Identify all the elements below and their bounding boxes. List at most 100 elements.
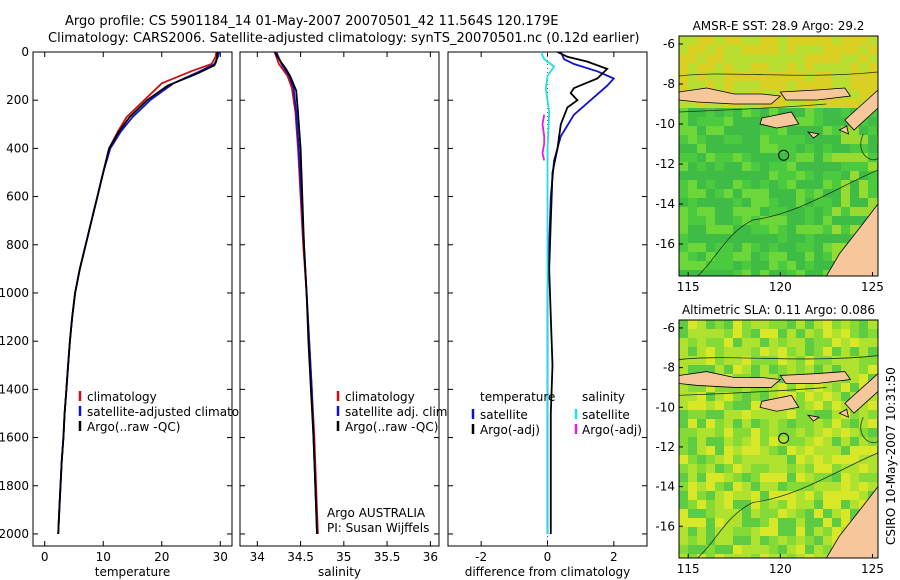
map-cell (769, 189, 778, 198)
map-cell (814, 455, 823, 464)
map-cell (706, 270, 715, 276)
map-cell (859, 36, 868, 45)
map-cell (769, 180, 778, 189)
map-cell (814, 491, 823, 500)
map-cell (688, 243, 697, 252)
map-cell (850, 99, 859, 108)
map-cell (805, 207, 814, 216)
map-cell (832, 36, 841, 45)
map-cell (679, 428, 688, 437)
map-cell (688, 36, 697, 45)
map-cell (724, 446, 733, 455)
map-cell (823, 180, 832, 189)
map-cell (769, 392, 778, 401)
map-cell (868, 401, 877, 410)
map-cell (796, 329, 805, 338)
map-cell (841, 419, 850, 428)
map-cell (706, 126, 715, 135)
map-cell (760, 216, 769, 225)
map-cell (688, 180, 697, 189)
map-cell (679, 36, 688, 45)
map-cell (733, 180, 742, 189)
map-cell (859, 144, 868, 153)
map-cell (724, 252, 733, 261)
map-cell (742, 428, 751, 437)
map-cell (706, 108, 715, 117)
map-cell (697, 419, 706, 428)
map-cell (850, 54, 859, 63)
map-y-tick-label: -6 (663, 37, 675, 51)
legend-entry: climatology (345, 390, 415, 404)
x-tick-label: 2 (610, 550, 618, 564)
map-cell (760, 45, 769, 54)
map-cell (832, 45, 841, 54)
map-cell (796, 126, 805, 135)
legend-entry: Argo(..raw -QC) (87, 420, 180, 434)
map-cell (814, 180, 823, 189)
map-cell (706, 419, 715, 428)
map-cell (769, 135, 778, 144)
map-cell (796, 392, 805, 401)
map-cell (850, 171, 859, 180)
map-cell (715, 54, 724, 63)
map-cell (823, 36, 832, 45)
map-cell (697, 81, 706, 90)
map-cell (778, 189, 787, 198)
map-cell (697, 261, 706, 270)
map-cell (805, 464, 814, 473)
map-cell (751, 207, 760, 216)
map-cell (733, 198, 742, 207)
map-cell (868, 446, 877, 455)
map-cell (796, 509, 805, 518)
map-cell (715, 198, 724, 207)
map-cell (751, 36, 760, 45)
map-cell (697, 527, 706, 536)
map-cell (823, 234, 832, 243)
map-cell (697, 162, 706, 171)
map-cell (751, 153, 760, 162)
map-cell (733, 464, 742, 473)
map-cell (724, 261, 733, 270)
map-cell (778, 171, 787, 180)
map-cell (787, 72, 796, 81)
map-cell (832, 63, 841, 72)
map-cell (823, 198, 832, 207)
map-cell (688, 198, 697, 207)
map-cell (688, 162, 697, 171)
map-x-tick-label: 120 (769, 280, 792, 294)
map-cell (868, 338, 877, 347)
map-cell (796, 545, 805, 554)
map-cell (679, 491, 688, 500)
map-cell (796, 455, 805, 464)
map-cell (823, 261, 832, 270)
map-cell (760, 54, 769, 63)
land-polygon (779, 371, 852, 384)
map-cell (688, 338, 697, 347)
map-cell (832, 234, 841, 243)
map-cell (706, 500, 715, 509)
map-cell (850, 162, 859, 171)
map-cell (805, 329, 814, 338)
land-polygon (779, 87, 852, 101)
map-cell (706, 63, 715, 72)
map-y-tick-label: -14 (655, 480, 675, 494)
map-cell (760, 320, 769, 329)
map-cell (814, 108, 823, 117)
profile-location-marker (778, 432, 790, 444)
map-cell (679, 473, 688, 482)
map-cell (787, 428, 796, 437)
map-cell (760, 135, 769, 144)
map-cell (724, 392, 733, 401)
map-cell (850, 347, 859, 356)
map-cell (751, 144, 760, 153)
map-cell (697, 45, 706, 54)
map-cell (769, 545, 778, 554)
map-cell (697, 189, 706, 198)
map-cell (751, 491, 760, 500)
map-cell (715, 383, 724, 392)
map-cell (796, 180, 805, 189)
map-cell (706, 216, 715, 225)
map-cell (823, 545, 832, 554)
map-cell (733, 329, 742, 338)
map-cell (823, 428, 832, 437)
